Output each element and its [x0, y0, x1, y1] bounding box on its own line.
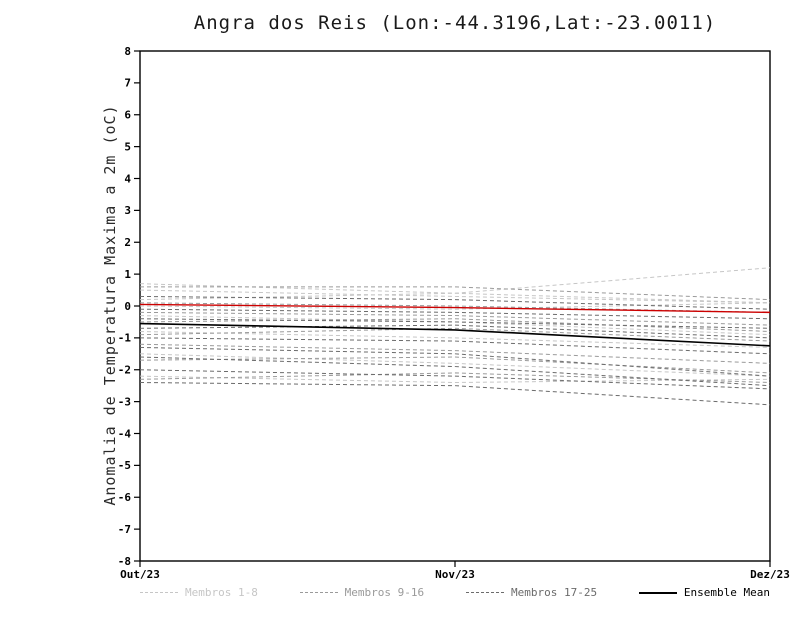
svg-text:-5: -5 [118, 459, 131, 472]
svg-text:3: 3 [124, 204, 131, 217]
svg-text:-8: -8 [118, 555, 131, 568]
legend-line-sample [140, 592, 178, 593]
svg-text:Out/23: Out/23 [120, 568, 160, 581]
legend-label: Membros 1-8 [185, 586, 258, 599]
legend-item-members-17-25: Membros 17-25 [465, 586, 598, 599]
svg-text:Nov/23: Nov/23 [435, 568, 475, 581]
svg-text:6: 6 [124, 109, 131, 122]
x-axis-ticks: Out/23 Nov/23 Dez/23 [120, 561, 790, 581]
legend-line-sample [638, 591, 677, 594]
legend-label: Membros 17-25 [510, 586, 598, 599]
legend-line-sample [465, 592, 504, 593]
svg-text:8: 8 [124, 45, 131, 58]
svg-text:7: 7 [124, 77, 131, 90]
svg-text:Dez/23: Dez/23 [750, 568, 790, 581]
legend-label: Membros 9-16 [344, 586, 425, 599]
legend-item-ensemble-mean: Ensemble Mean [638, 586, 770, 599]
legend-item-members-1-8: Membros 1-8 [140, 586, 258, 599]
ensemble-mean-line [139, 322, 771, 347]
chart-title: Angra dos Reis (Lon:-44.3196,Lat:-23.001… [193, 12, 717, 34]
legend-item-members-9-16: Membros 9-16 [299, 586, 425, 599]
reference-line [139, 303, 771, 314]
svg-text:4: 4 [124, 172, 131, 185]
member-lines [139, 267, 771, 406]
legend: Membros 1-8 Membros 9-16 Membros 17-25 E… [140, 586, 770, 599]
legend-line-sample [299, 592, 338, 593]
svg-text:-6: -6 [118, 491, 132, 504]
svg-text:5: 5 [124, 140, 131, 153]
svg-text:-4: -4 [118, 427, 132, 440]
svg-text:-2: -2 [118, 364, 131, 377]
legend-label: Ensemble Mean [683, 586, 770, 599]
svg-text:-3: -3 [118, 395, 131, 408]
svg-text:1: 1 [124, 268, 131, 281]
svg-text:0: 0 [124, 300, 131, 313]
y-axis-ticks: -8 -7 -6 -5 -4 -3 -2 -1 0 1 2 3 4 5 6 7 8 [118, 45, 140, 568]
svg-text:2: 2 [124, 236, 131, 249]
svg-text:-1: -1 [118, 332, 132, 345]
svg-text:-7: -7 [118, 523, 131, 536]
